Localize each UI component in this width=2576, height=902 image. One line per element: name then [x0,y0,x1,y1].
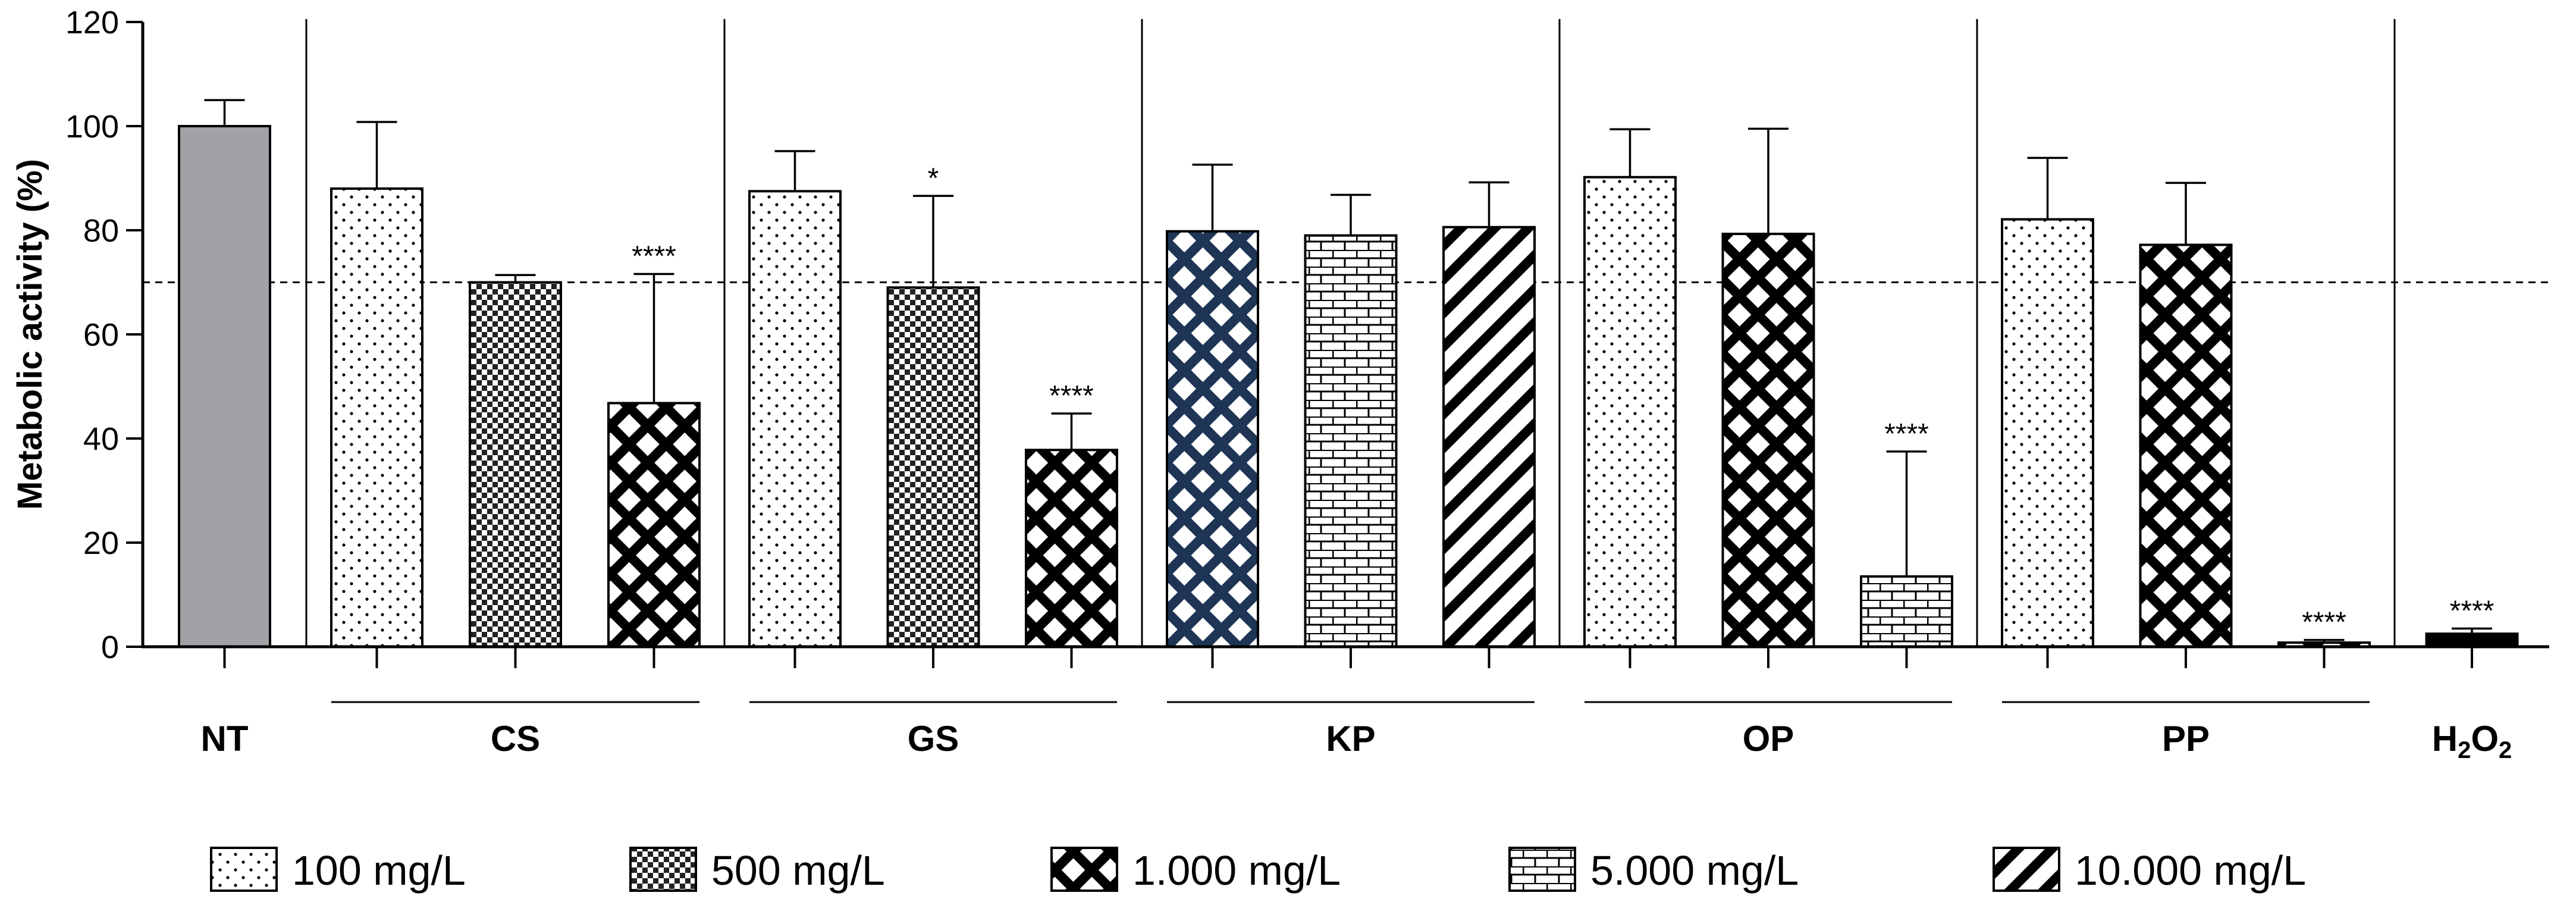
plot-area: NT****CS*****GS KP****OP****PP****H2O2020… [11,5,2549,763]
bar-cs [469,281,562,648]
bar-kp [1304,234,1398,648]
bar-h2o2 [2425,632,2519,648]
bar-op [1583,176,1677,648]
y-tick-label: 120 [65,5,119,40]
legend-swatch [1508,847,1576,892]
significance-label: * [928,162,939,194]
significance-label: **** [1049,380,1094,412]
legend-label: 1.000 mg/L [1132,847,1341,894]
y-axis-label: Metabolic activity (%) [11,159,49,510]
bar-cs [607,402,701,648]
bar-nt [178,125,271,648]
bar-gs [886,286,980,648]
bar-pp [2001,218,2094,648]
significance-label: **** [632,241,676,273]
group-label-cs: CS [491,719,540,759]
group-label-gs: GS [908,719,959,759]
y-tick-label: 60 [83,317,119,353]
y-tick-label: 100 [65,109,119,145]
y-tick-label: 20 [83,525,119,561]
significance-label: **** [1884,418,1929,450]
group-label-op: OP [1743,719,1794,759]
group-label-h2o2: H2O2 [2432,719,2512,763]
y-tick-label: 40 [83,421,119,457]
legend-label: 500 mg/L [711,847,885,894]
legend-swatch [210,847,278,892]
bar-op [1860,575,1953,648]
bar-op [1721,233,1815,648]
bar-gs [1025,449,1118,648]
group-label-nt: NT [201,719,249,759]
bar-pp [2139,243,2233,648]
legend-label: 10.000 mg/L [2075,847,2306,894]
legend-swatch [629,847,697,892]
bar-cs [330,187,423,648]
group-label-pp: PP [2162,719,2210,759]
legend: 100 mg/L 500 mg/L 1.000 mg/L 5.000 mg/L 10.0… [210,847,2306,894]
bar-kp [1166,230,1259,648]
legend-swatch [1050,847,1118,892]
y-tick-label: 0 [101,629,119,665]
legend-label: 100 mg/L [292,847,466,894]
significance-label: **** [2302,607,2346,638]
legend-label: 5.000 mg/L [1590,847,1799,894]
group-label-kp: KP [1326,719,1375,759]
y-tick-label: 80 [83,213,119,249]
legend-swatch [1993,847,2060,892]
significance-label: **** [2450,595,2495,627]
bar-gs [748,190,842,648]
bar-kp [1442,226,1536,648]
